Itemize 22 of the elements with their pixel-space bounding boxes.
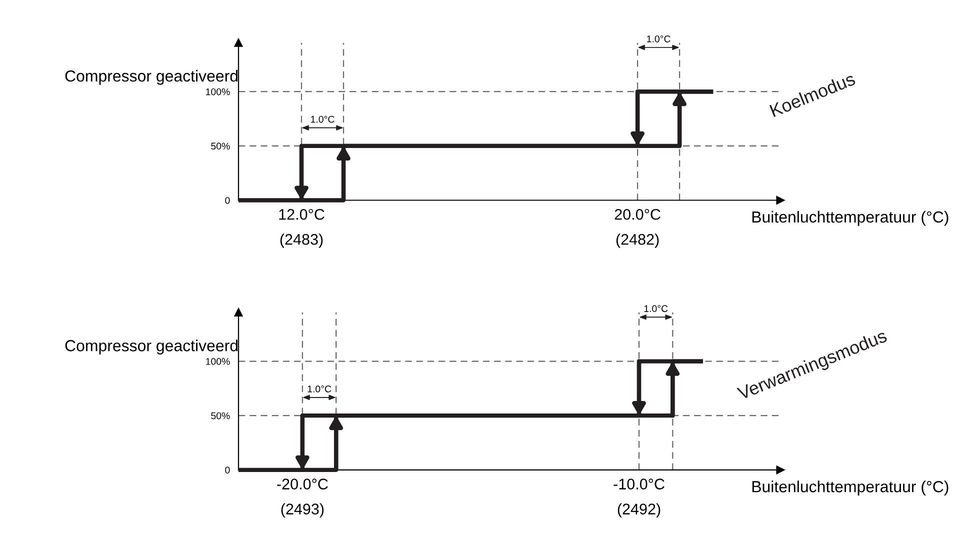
y-tick-label: 100% — [206, 88, 230, 96]
y-tick-label: 0 — [225, 466, 230, 474]
y-tick-label: 50% — [211, 412, 230, 420]
x-tick-label: 20.0°C — [614, 208, 660, 220]
y-tick-label: 0 — [225, 196, 230, 204]
x-tick-label: -20.0°C — [277, 478, 328, 490]
annotation: 1.0°C — [311, 116, 334, 123]
y-tick-label: 100% — [206, 358, 230, 365]
text: (2482) — [616, 234, 659, 248]
x-tick-label: 12.0°C — [279, 208, 324, 220]
annotation: 1.0°C — [308, 386, 332, 392]
x-axis-title: Buitenluchttemperatuur (°C) — [752, 210, 948, 226]
y-axis-title: Compressor geactiveerd — [65, 70, 238, 85]
text: (2492) — [618, 503, 660, 518]
text: 1.0°C — [647, 35, 670, 42]
y-axis-title: Compressor geactiveerd — [65, 340, 238, 354]
text: (2483) — [280, 234, 323, 248]
y-tick-label: 50% — [211, 142, 230, 150]
text: 1.0°C — [644, 305, 668, 312]
text: (2493) — [281, 503, 324, 518]
x-tick-label: -10.0°C — [614, 478, 664, 490]
x-axis-title: Buitenluchttemperatuur (°C) — [752, 480, 948, 496]
